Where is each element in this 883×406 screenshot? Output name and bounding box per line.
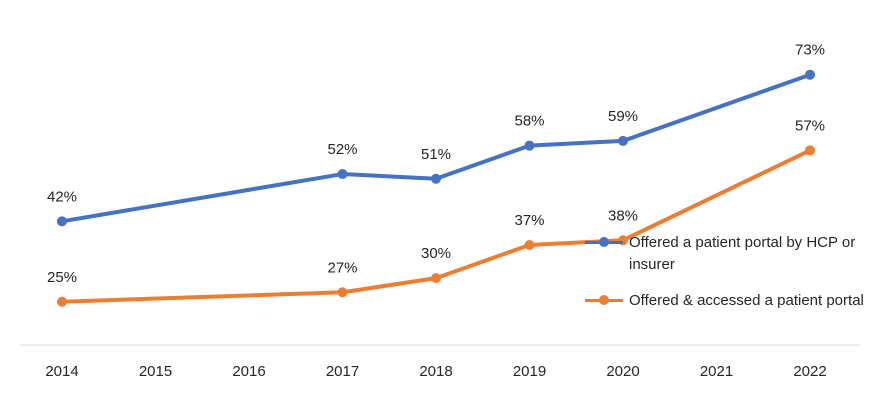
data-point [524,140,535,151]
legend-swatch-blue [585,237,623,247]
data-label: 42% [47,188,77,205]
data-label: 52% [327,141,357,158]
x-tick-label: 2020 [606,363,639,380]
data-point [337,287,348,298]
data-label: 59% [608,108,638,125]
x-tick-label: 2022 [793,363,826,380]
data-point [805,145,815,156]
series-line [61,148,811,304]
legend-item-accessed: Offered & accessed a patient portal [585,290,875,312]
data-point [524,239,535,250]
data-point [431,173,441,184]
data-point [618,135,628,146]
series-1: 42% 52% 51% 58% 59% 73% [47,42,825,227]
legend-marker-blue [599,237,609,247]
data-label: 73% [795,42,825,59]
data-point [805,69,815,80]
data-point [337,169,348,180]
legend-label-accessed: Offered & accessed a patient portal [629,292,864,309]
x-tick-label: 2021 [700,363,733,380]
data-label: 51% [421,146,451,163]
x-tick-label: 2016 [232,363,265,380]
data-point [431,273,441,284]
data-label: 30% [421,245,451,262]
data-label: 58% [514,113,544,130]
series-2: 25% 27% 30% 37% 38% 57% [47,117,825,307]
data-point [57,216,67,227]
data-label: 37% [514,212,544,229]
x-tick-label: 2017 [326,363,359,380]
x-tick-label: 2019 [513,363,546,380]
legend-label-offered: Offered a patient portal by HCP or insur… [629,234,856,273]
data-label: 38% [608,207,638,224]
data-label: 25% [47,269,77,286]
series-layer: 42% 52% 51% 58% 59% 73% 25% 27% 30% 37% 38% 57% [47,42,825,307]
data-point [57,296,67,307]
legend-item-offered: Offered a patient portal by HCP or insur… [585,232,875,276]
x-tick-labels: 2014 2015 2016 2017 2018 2019 2020 2021 2022 [45,363,826,380]
data-label: 57% [795,117,825,134]
legend-swatch-orange [585,295,623,305]
series-line [61,72,811,224]
x-tick-label: 2018 [419,363,452,380]
x-tick-label: 2014 [45,363,78,380]
legend-marker-orange [599,295,609,305]
data-label: 27% [327,259,357,276]
legend: Offered a patient portal by HCP or insur… [585,232,875,326]
x-tick-label: 2015 [139,363,172,380]
